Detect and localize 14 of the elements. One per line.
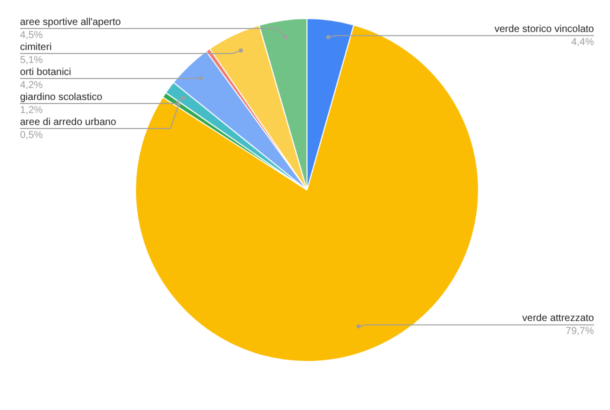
slice-label: orti botanici [20, 66, 72, 78]
data-label: 4,5% [20, 30, 43, 41]
data-label: 0,5% [20, 130, 43, 141]
data-label: 4,4% [571, 36, 594, 48]
data-label: 5,1% [20, 54, 43, 66]
data-label: 4,2% [20, 80, 43, 91]
data-label: 1,2% [20, 104, 43, 116]
slice-label: verde storico vincolato [494, 24, 594, 35]
slice-label: aree di arredo urbano [20, 116, 117, 128]
slice-label: cimiteri [20, 42, 52, 53]
slice-label: giardino scolastico [20, 92, 103, 103]
data-label: 79,7% [566, 326, 594, 338]
slice-label: aree sportive all'aperto [20, 16, 122, 28]
slice-label: verde attrezzato [522, 313, 594, 324]
